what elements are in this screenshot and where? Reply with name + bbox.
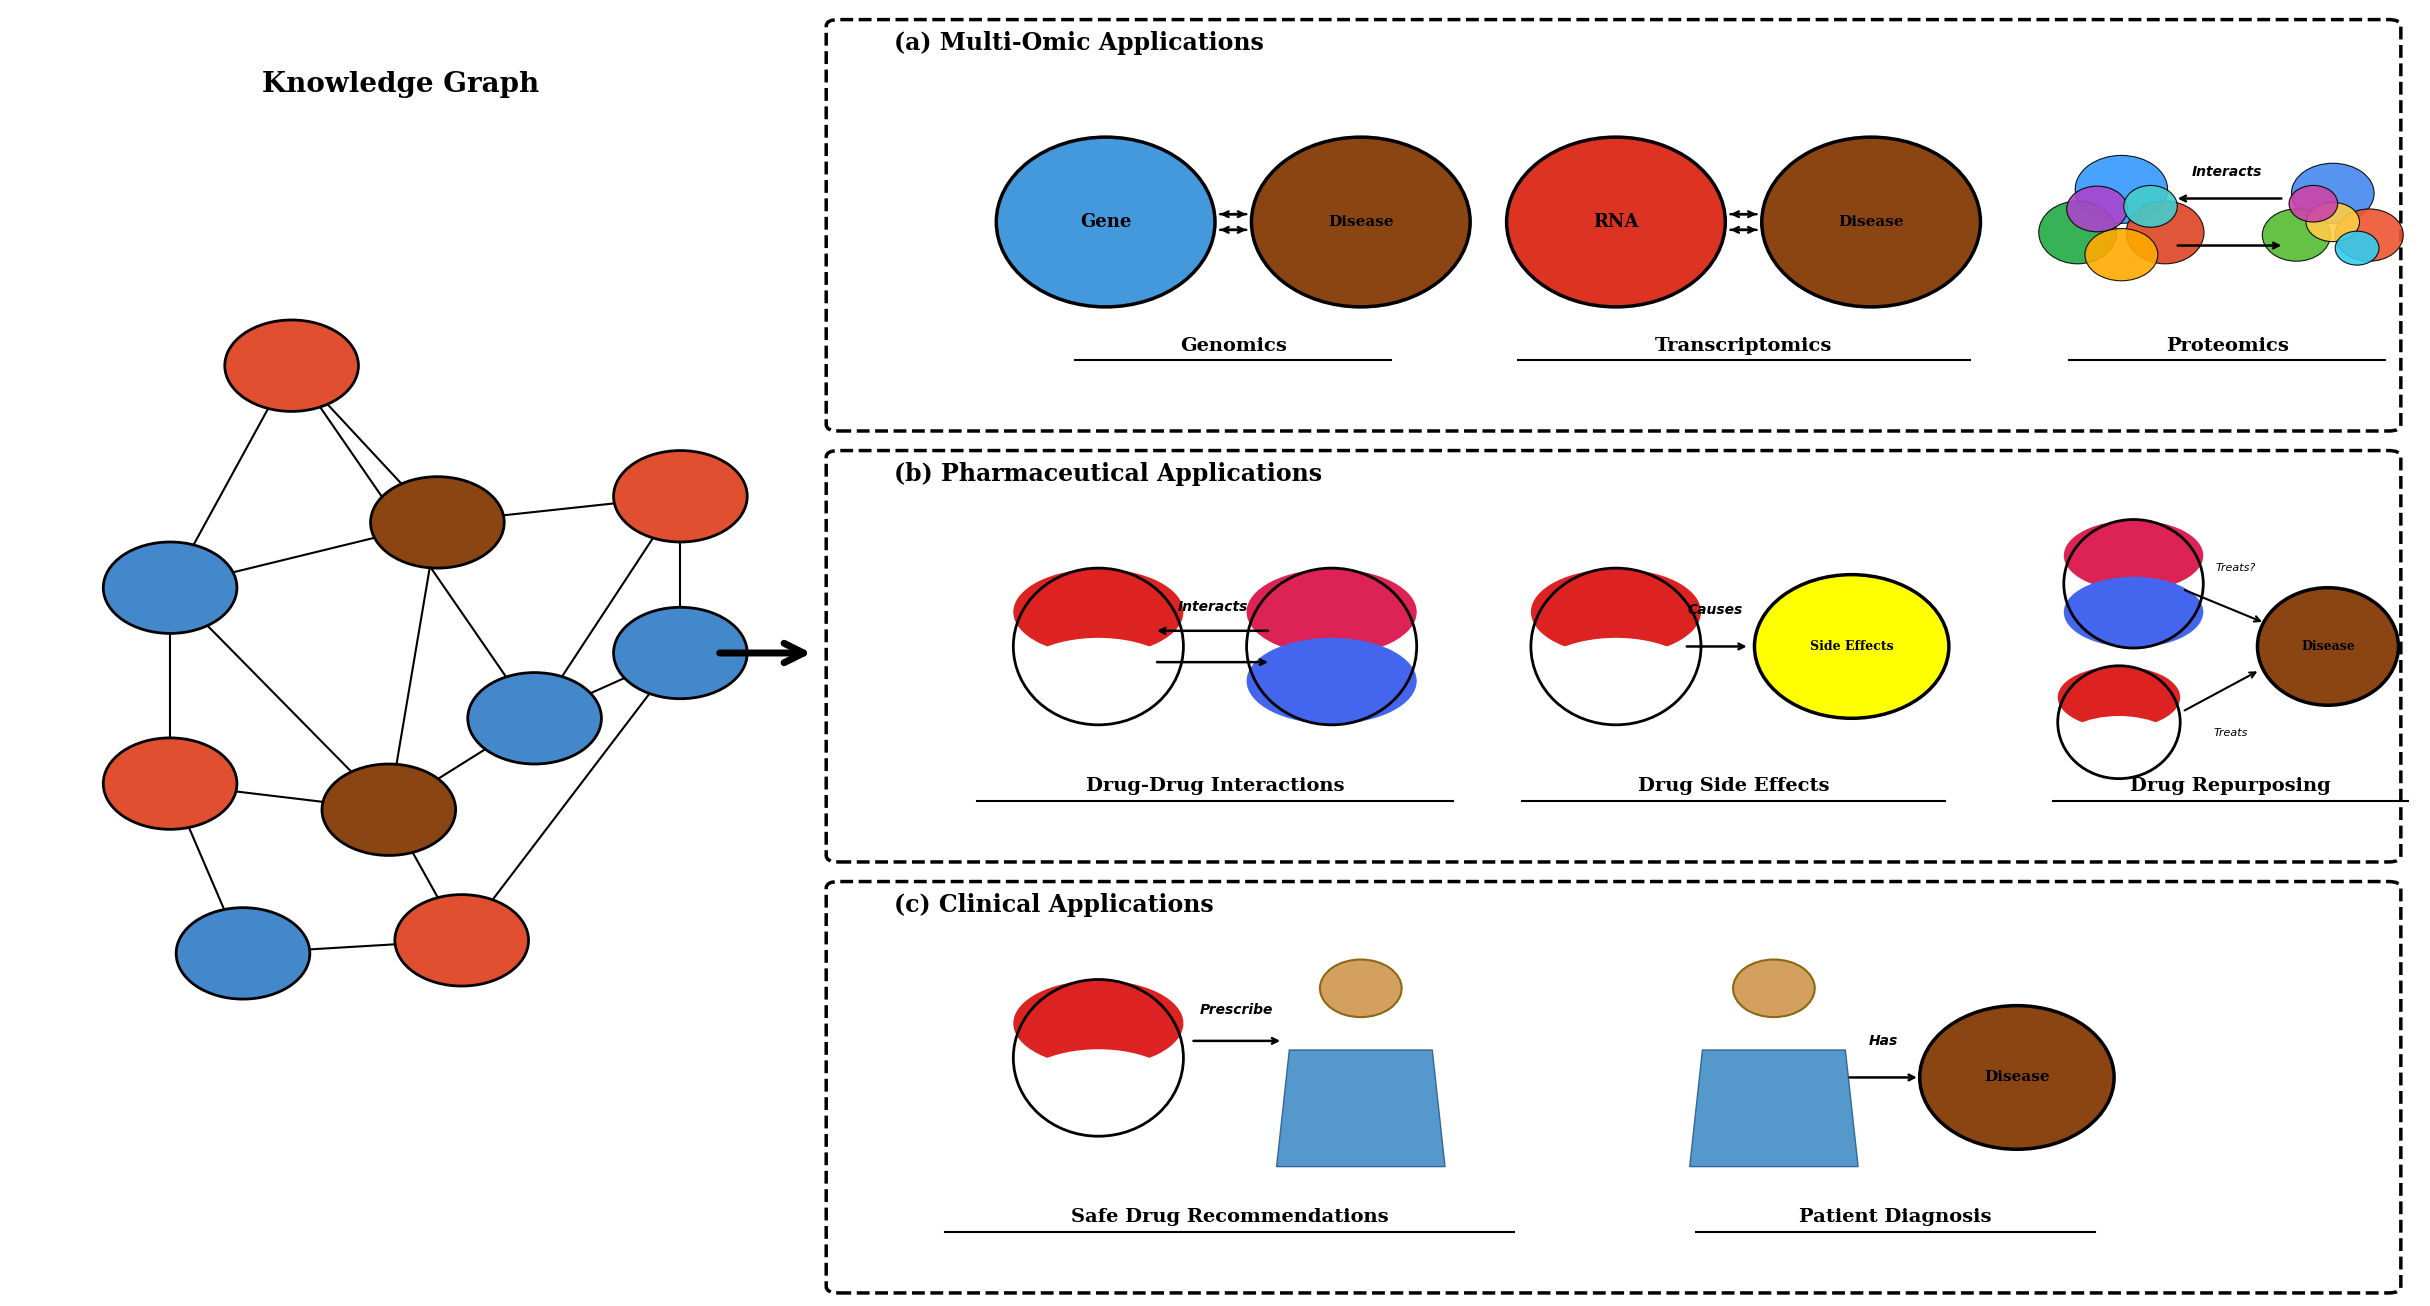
Text: Disease: Disease bbox=[2301, 640, 2355, 653]
Ellipse shape bbox=[1733, 960, 1815, 1017]
Text: Interacts: Interacts bbox=[2192, 166, 2262, 179]
Ellipse shape bbox=[1531, 637, 1701, 724]
Ellipse shape bbox=[2335, 231, 2379, 265]
Ellipse shape bbox=[104, 738, 238, 829]
Text: (a) Multi-Omic Applications: (a) Multi-Omic Applications bbox=[894, 31, 1264, 55]
Text: Causes: Causes bbox=[1689, 603, 1742, 616]
Text: Treats: Treats bbox=[2214, 727, 2248, 738]
Ellipse shape bbox=[996, 137, 1215, 307]
Ellipse shape bbox=[1013, 637, 1183, 724]
Ellipse shape bbox=[2124, 185, 2177, 227]
Text: Prescribe: Prescribe bbox=[1200, 1003, 1273, 1016]
Ellipse shape bbox=[1920, 1006, 2114, 1149]
Ellipse shape bbox=[2058, 716, 2180, 778]
Ellipse shape bbox=[1013, 1049, 1183, 1135]
Ellipse shape bbox=[1319, 960, 1402, 1017]
Ellipse shape bbox=[2289, 185, 2338, 222]
Ellipse shape bbox=[321, 764, 457, 855]
Text: RNA: RNA bbox=[1594, 213, 1638, 231]
Ellipse shape bbox=[177, 908, 311, 999]
Ellipse shape bbox=[612, 607, 748, 699]
Ellipse shape bbox=[104, 542, 238, 633]
Ellipse shape bbox=[1247, 637, 1417, 724]
Ellipse shape bbox=[2058, 666, 2180, 729]
Text: Knowledge Graph: Knowledge Graph bbox=[262, 72, 539, 98]
Ellipse shape bbox=[2126, 201, 2204, 264]
Text: Disease: Disease bbox=[1327, 215, 1395, 229]
Ellipse shape bbox=[1531, 569, 1701, 656]
Ellipse shape bbox=[369, 477, 505, 568]
Ellipse shape bbox=[1251, 137, 1470, 307]
Text: Drug-Drug Interactions: Drug-Drug Interactions bbox=[1086, 777, 1344, 795]
Text: Safe Drug Recommendations: Safe Drug Recommendations bbox=[1072, 1208, 1388, 1226]
Ellipse shape bbox=[2063, 520, 2204, 590]
Text: Gene: Gene bbox=[1079, 213, 1132, 231]
Ellipse shape bbox=[2039, 201, 2117, 264]
Ellipse shape bbox=[1507, 137, 1725, 307]
Ellipse shape bbox=[2063, 577, 2204, 648]
Text: Genomics: Genomics bbox=[1181, 337, 1285, 355]
Ellipse shape bbox=[2075, 155, 2168, 223]
Text: Side Effects: Side Effects bbox=[1810, 640, 1893, 653]
FancyBboxPatch shape bbox=[826, 20, 2401, 431]
Text: Transcriptomics: Transcriptomics bbox=[1655, 337, 1832, 355]
Text: Disease: Disease bbox=[1983, 1071, 2051, 1084]
Polygon shape bbox=[1276, 1050, 1446, 1166]
FancyBboxPatch shape bbox=[826, 882, 2401, 1293]
Polygon shape bbox=[1689, 1050, 1859, 1166]
Text: Interacts: Interacts bbox=[1179, 601, 1247, 614]
Ellipse shape bbox=[1762, 137, 1980, 307]
Ellipse shape bbox=[1013, 569, 1183, 656]
FancyBboxPatch shape bbox=[826, 451, 2401, 862]
Ellipse shape bbox=[2085, 229, 2158, 281]
Ellipse shape bbox=[394, 895, 530, 986]
Ellipse shape bbox=[2335, 209, 2403, 261]
Ellipse shape bbox=[2066, 185, 2129, 232]
Ellipse shape bbox=[1013, 981, 1183, 1067]
Ellipse shape bbox=[2291, 163, 2374, 223]
Text: Drug Side Effects: Drug Side Effects bbox=[1638, 777, 1830, 795]
Ellipse shape bbox=[224, 320, 357, 411]
Ellipse shape bbox=[612, 451, 748, 542]
Text: (b) Pharmaceutical Applications: (b) Pharmaceutical Applications bbox=[894, 462, 1322, 486]
Ellipse shape bbox=[2262, 209, 2330, 261]
Text: Disease: Disease bbox=[1837, 215, 1905, 229]
Ellipse shape bbox=[2306, 202, 2360, 242]
Text: Drug Repurposing: Drug Repurposing bbox=[2131, 777, 2330, 795]
Text: Treats?: Treats? bbox=[2216, 563, 2255, 573]
Ellipse shape bbox=[1247, 569, 1417, 656]
Text: Has: Has bbox=[1869, 1034, 1898, 1047]
Text: Proteomics: Proteomics bbox=[2165, 337, 2289, 355]
Text: Patient Diagnosis: Patient Diagnosis bbox=[1798, 1208, 1993, 1226]
Ellipse shape bbox=[1754, 575, 1949, 718]
Ellipse shape bbox=[2257, 588, 2398, 705]
Ellipse shape bbox=[467, 673, 603, 764]
Text: (c) Clinical Applications: (c) Clinical Applications bbox=[894, 893, 1215, 917]
